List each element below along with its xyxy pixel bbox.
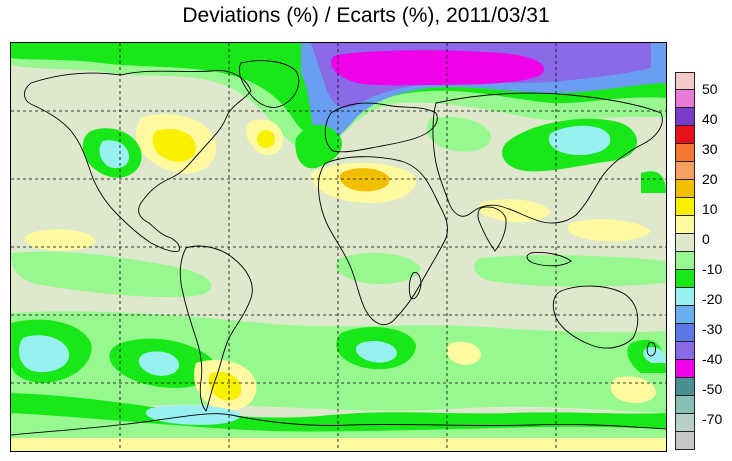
south-pacific-pale-yellow bbox=[610, 376, 656, 403]
coast-europe bbox=[324, 102, 438, 153]
color-legend bbox=[675, 72, 695, 450]
tropical-light-green-2 bbox=[474, 255, 666, 287]
legend-swatch bbox=[675, 378, 695, 396]
coast-north-america bbox=[24, 70, 252, 252]
legend-swatch bbox=[675, 360, 695, 378]
southern-cyan-west bbox=[18, 335, 70, 373]
west-na-cyan bbox=[99, 140, 129, 169]
southern-cyan-east bbox=[355, 341, 397, 363]
south-pacific-cyan-east bbox=[643, 347, 666, 363]
coast-asia bbox=[432, 92, 663, 224]
legend-swatch bbox=[675, 396, 695, 414]
coast-india bbox=[477, 206, 507, 252]
central-asia-light-green bbox=[426, 116, 491, 152]
legend-swatch bbox=[675, 72, 695, 90]
legend-swatch bbox=[675, 288, 695, 306]
map-canvas bbox=[11, 43, 666, 451]
legend-label: -70 bbox=[702, 411, 723, 427]
legend-swatch bbox=[675, 180, 695, 198]
coast-south-america bbox=[179, 245, 253, 412]
north-america-yellow bbox=[152, 128, 196, 162]
legend-label: -40 bbox=[702, 351, 723, 367]
antarctic-pale-yellow bbox=[11, 438, 666, 451]
legend-swatch bbox=[675, 324, 695, 342]
southern-cyan-center bbox=[138, 351, 179, 376]
coast-antarctica bbox=[11, 413, 666, 436]
legend-label: 50 bbox=[702, 81, 718, 97]
tropical-light-green-3 bbox=[336, 252, 421, 285]
legend-label: -30 bbox=[702, 321, 723, 337]
coast-australia bbox=[552, 285, 639, 349]
legend-label: -20 bbox=[702, 291, 723, 307]
legend-swatch bbox=[675, 90, 695, 108]
legend-label: 40 bbox=[702, 111, 718, 127]
east-pacific-green bbox=[641, 171, 666, 193]
coast-madagascar bbox=[408, 272, 422, 300]
legend-swatch bbox=[675, 144, 695, 162]
map-title: Deviations (%) / Ecarts (%), 2011/03/31 bbox=[182, 4, 550, 27]
graticule bbox=[11, 43, 666, 451]
coastlines bbox=[11, 60, 666, 436]
arctic-magenta-anomaly bbox=[331, 50, 545, 86]
legend-label: 0 bbox=[702, 231, 710, 247]
legend-label: 20 bbox=[702, 171, 718, 187]
legend-swatch bbox=[675, 234, 695, 252]
asia-cyan bbox=[548, 125, 611, 155]
legend-swatch bbox=[675, 414, 695, 432]
legend-swatch bbox=[675, 342, 695, 360]
legend-label: -50 bbox=[702, 381, 723, 397]
coast-new-zealand bbox=[646, 342, 656, 357]
tropical-pale-yellow-1 bbox=[24, 229, 97, 251]
legend-label: 30 bbox=[702, 141, 718, 157]
coast-africa bbox=[318, 156, 448, 325]
legend-swatch bbox=[675, 162, 695, 180]
legend-swatch bbox=[675, 216, 695, 234]
north-africa-orange bbox=[339, 168, 390, 192]
legend-swatch bbox=[675, 198, 695, 216]
indian-ocean-pale-yellow bbox=[446, 341, 481, 365]
south-america-yellow bbox=[208, 371, 242, 401]
legend-swatch bbox=[675, 252, 695, 270]
legend-swatch bbox=[675, 432, 695, 450]
legend-label: 10 bbox=[702, 201, 718, 217]
tropical-pale-yellow-3 bbox=[567, 219, 651, 242]
legend-swatch bbox=[675, 108, 695, 126]
coast-greenland bbox=[238, 60, 300, 108]
legend-swatch bbox=[675, 270, 695, 288]
legend-swatch bbox=[675, 126, 695, 144]
legend-swatch bbox=[675, 306, 695, 324]
coast-indonesia bbox=[526, 252, 572, 267]
deviation-map bbox=[10, 42, 667, 452]
tropical-light-green-1 bbox=[11, 251, 212, 298]
atlantic-yellow bbox=[257, 130, 275, 148]
atlantic-green-band bbox=[295, 124, 342, 169]
legend-label: -10 bbox=[702, 261, 723, 277]
